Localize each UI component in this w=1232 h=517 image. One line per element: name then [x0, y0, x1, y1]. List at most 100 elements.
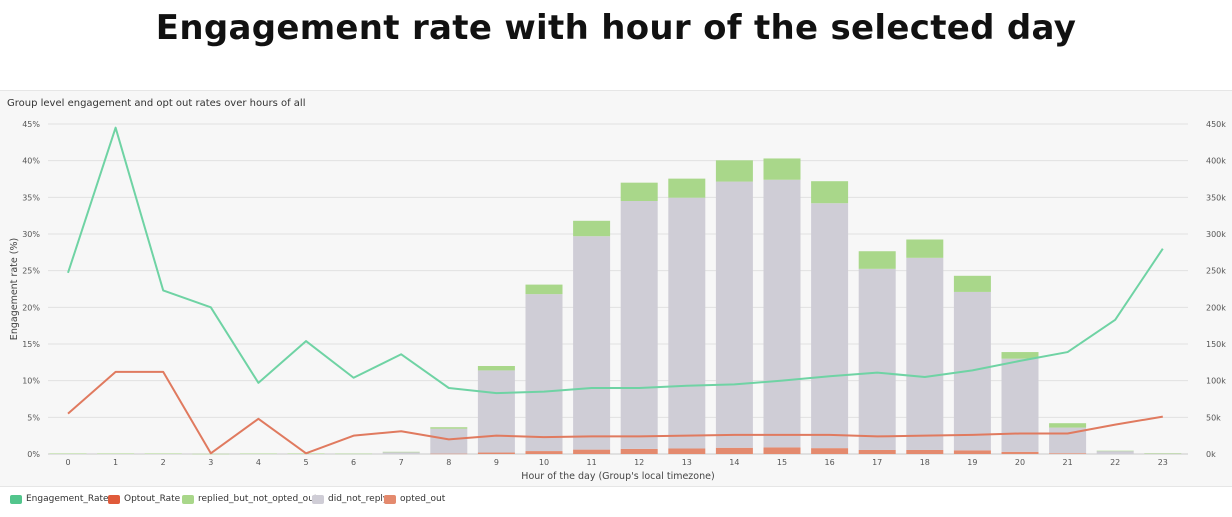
bar-did-not-reply [49, 453, 87, 455]
x-tick-label: 12 [634, 458, 644, 467]
x-tick-label: 5 [303, 458, 308, 467]
bar-opted-out [953, 450, 991, 454]
y-left-tick-label: 45% [22, 120, 40, 129]
x-tick-label: 9 [494, 458, 499, 467]
bar-replied-but-not-opted-out [1096, 450, 1134, 452]
line-series [67, 126, 1164, 455]
bar-opted-out [858, 449, 896, 454]
y-right-tick-label: 250k [1206, 267, 1226, 276]
bar-opted-out [906, 449, 944, 454]
y-right-tick-label: 150k [1206, 340, 1226, 349]
legend-item[interactable]: did_not_reply [312, 494, 388, 508]
bar-did-not-reply [715, 181, 753, 448]
line-engagement-rate [67, 126, 1164, 395]
y-left-tick-label: 20% [22, 303, 40, 312]
bar-replied-but-not-opted-out [763, 158, 801, 180]
bar-replied-but-not-opted-out [906, 239, 944, 258]
legend-item[interactable]: Optout_Rate [108, 494, 180, 508]
bar-opted-out [763, 447, 801, 454]
x-tick-label: 19 [967, 458, 977, 467]
bar-did-not-reply [382, 452, 420, 454]
bar-opted-out [430, 453, 468, 455]
bar-opted-out [525, 451, 563, 454]
x-tick-label: 2 [161, 458, 166, 467]
x-tick-label: 6 [351, 458, 356, 467]
x-tick-label: 13 [682, 458, 692, 467]
x-tick-label: 0 [65, 458, 70, 467]
x-tick-label: 8 [446, 458, 451, 467]
x-tick-label: 16 [825, 458, 835, 467]
chart-subtitle: Group level engagement and opt out rates… [7, 98, 306, 109]
x-axis-label: Hour of the day (Group's local timezone) [521, 471, 714, 482]
axes: 0%5%10%15%20%25%30%35%40%45%0k50k100k150… [9, 120, 1226, 482]
y-right-tick-label: 0k [1206, 450, 1216, 459]
bar-opted-out [1001, 451, 1039, 454]
bar-replied-but-not-opted-out [715, 160, 753, 182]
bar-did-not-reply [525, 294, 563, 452]
bar-did-not-reply [811, 203, 849, 449]
y-right-tick-label: 350k [1206, 193, 1226, 202]
x-tick-label: 11 [587, 458, 597, 467]
y-right-tick-label: 200k [1206, 303, 1226, 312]
bar-replied-but-not-opted-out [477, 366, 515, 371]
bar-replied-but-not-opted-out [239, 453, 277, 455]
x-tick-label: 20 [1015, 458, 1025, 467]
legend-swatch [10, 494, 22, 504]
legend-label: replied_but_not_opted_out [198, 494, 318, 504]
y-left-tick-label: 35% [22, 193, 40, 202]
y-left-tick-label: 40% [22, 157, 40, 166]
bar-did-not-reply [668, 197, 706, 449]
legend-swatch [182, 494, 194, 504]
x-tick-label: 17 [872, 458, 882, 467]
bar-replied-but-not-opted-out [953, 275, 991, 292]
x-tick-label: 21 [1063, 458, 1073, 467]
bar-opted-out [620, 448, 658, 454]
bar-series [49, 158, 1182, 455]
y-axis-label: Engagement rate (%) [9, 238, 20, 340]
bar-opted-out [1049, 453, 1087, 454]
legend-item[interactable]: replied_but_not_opted_out [182, 494, 317, 508]
y-right-tick-label: 400k [1206, 157, 1226, 166]
bar-replied-but-not-opted-out [811, 181, 849, 204]
bar-did-not-reply [573, 236, 611, 450]
x-tick-label: 1 [113, 458, 118, 467]
legend-label: did_not_reply [328, 494, 389, 504]
y-right-tick-label: 300k [1206, 230, 1226, 239]
bar-did-not-reply [906, 257, 944, 450]
bar-did-not-reply [477, 370, 515, 453]
bar-replied-but-not-opted-out [97, 453, 135, 454]
bar-replied-but-not-opted-out [1001, 352, 1039, 359]
x-tick-label: 22 [1110, 458, 1120, 467]
y-right-tick-label: 450k [1206, 120, 1226, 129]
bar-replied-but-not-opted-out [668, 178, 706, 198]
bar-did-not-reply [1001, 358, 1039, 452]
y-left-tick-label: 10% [22, 377, 40, 386]
bar-did-not-reply [620, 201, 658, 449]
legend-swatch [384, 494, 396, 504]
bar-opted-out [811, 448, 849, 454]
legend-label: Engagement_Rate [26, 494, 109, 504]
y-left-tick-label: 30% [22, 230, 40, 239]
x-tick-label: 18 [920, 458, 930, 467]
bar-replied-but-not-opted-out [1144, 453, 1182, 454]
y-right-tick-label: 100k [1206, 377, 1226, 386]
page-title: Engagement rate with hour of the selecte… [155, 8, 1077, 48]
bar-opted-out [573, 449, 611, 454]
y-left-tick-label: 25% [22, 267, 40, 276]
x-tick-label: 14 [729, 458, 739, 467]
bar-replied-but-not-opted-out [49, 453, 87, 454]
legend [0, 486, 1232, 517]
bar-did-not-reply [858, 268, 896, 450]
bar-replied-but-not-opted-out [858, 251, 896, 269]
legend-item[interactable]: opted_out [384, 494, 445, 508]
bar-did-not-reply [763, 179, 801, 448]
bar-did-not-reply [430, 428, 468, 454]
gridlines [48, 123, 1188, 455]
bar-replied-but-not-opted-out [1049, 423, 1087, 428]
legend-item[interactable]: Engagement_Rate [10, 494, 109, 508]
bar-replied-but-not-opted-out [430, 427, 468, 429]
bar-did-not-reply [97, 453, 135, 455]
y-right-tick-label: 50k [1206, 413, 1221, 422]
y-left-tick-label: 0% [27, 450, 40, 459]
